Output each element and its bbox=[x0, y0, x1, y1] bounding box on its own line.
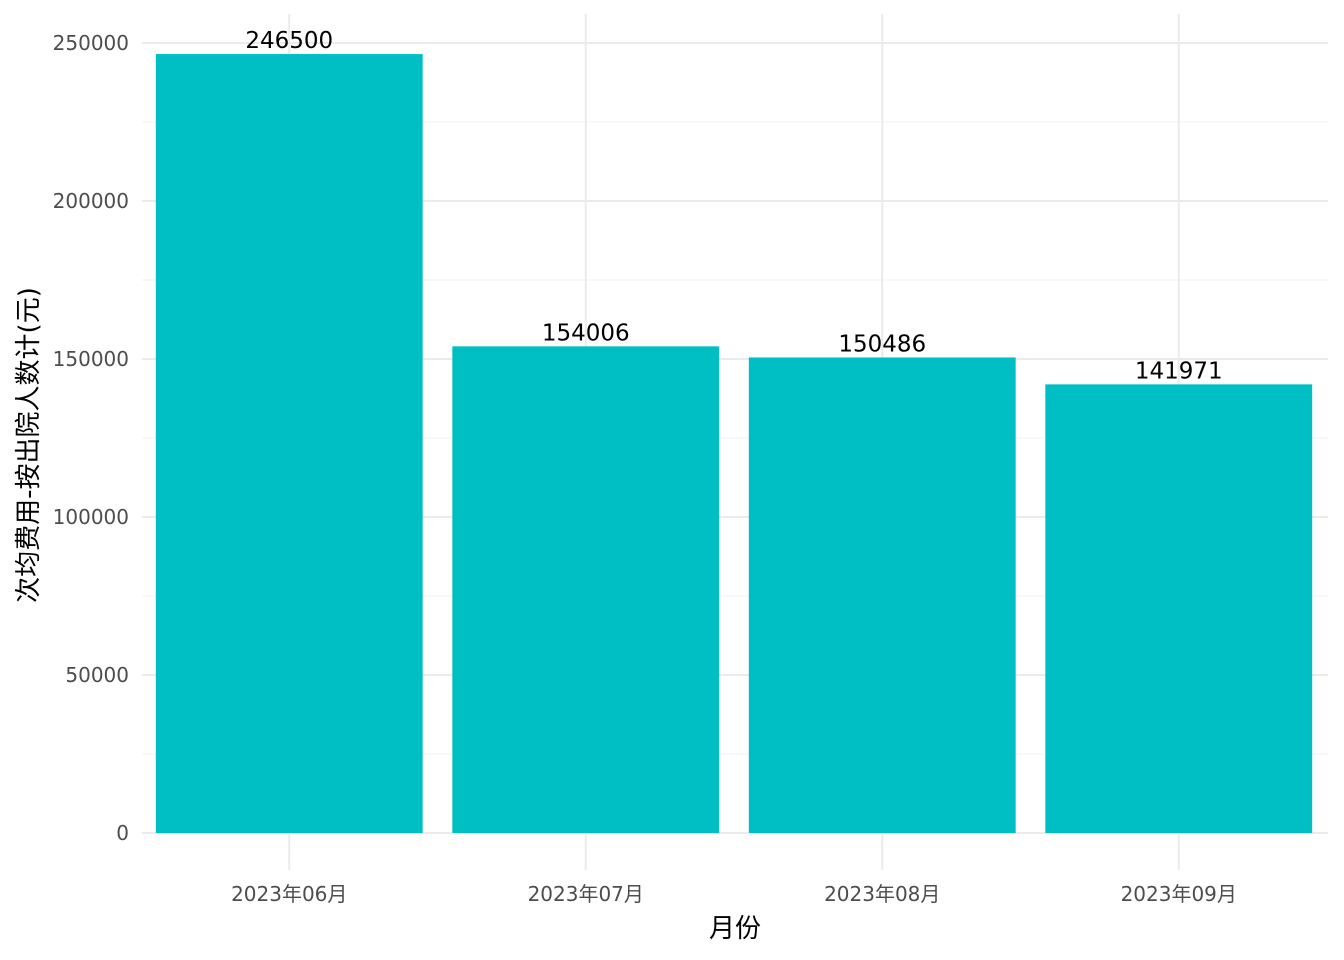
x-tick-label: 2023年09月 bbox=[1121, 882, 1237, 906]
bar-value-label: 141971 bbox=[1135, 358, 1223, 384]
y-axis-title: 次均费用-按出院人数计(元) bbox=[14, 287, 44, 603]
bar-value-label: 154006 bbox=[542, 320, 630, 346]
x-tick-label: 2023年08月 bbox=[824, 882, 940, 906]
bar-value-label: 150486 bbox=[838, 331, 926, 357]
bar bbox=[155, 54, 423, 834]
bar-layer bbox=[155, 54, 1313, 834]
data-label-layer: 246500 154006 150486 141971 bbox=[245, 28, 1222, 384]
bar bbox=[748, 357, 1016, 833]
axis-layer: 0 50000 100000 150000 200000 250000 2023年06月 20… bbox=[53, 31, 1237, 906]
y-tick-label: 100000 bbox=[53, 505, 129, 529]
bar bbox=[452, 346, 720, 833]
x-tick-label: 2023年06月 bbox=[231, 882, 347, 906]
y-tick-label: 200000 bbox=[53, 189, 129, 213]
y-tick-label: 250000 bbox=[53, 31, 129, 55]
x-axis-title: 月份 bbox=[709, 914, 761, 944]
y-tick-label: 150000 bbox=[53, 347, 129, 371]
x-tick-label: 2023年07月 bbox=[528, 882, 644, 906]
y-tick-label: 0 bbox=[116, 821, 129, 845]
bar-value-label: 246500 bbox=[245, 28, 333, 54]
y-tick-label: 50000 bbox=[65, 663, 129, 687]
bar bbox=[1045, 384, 1313, 833]
